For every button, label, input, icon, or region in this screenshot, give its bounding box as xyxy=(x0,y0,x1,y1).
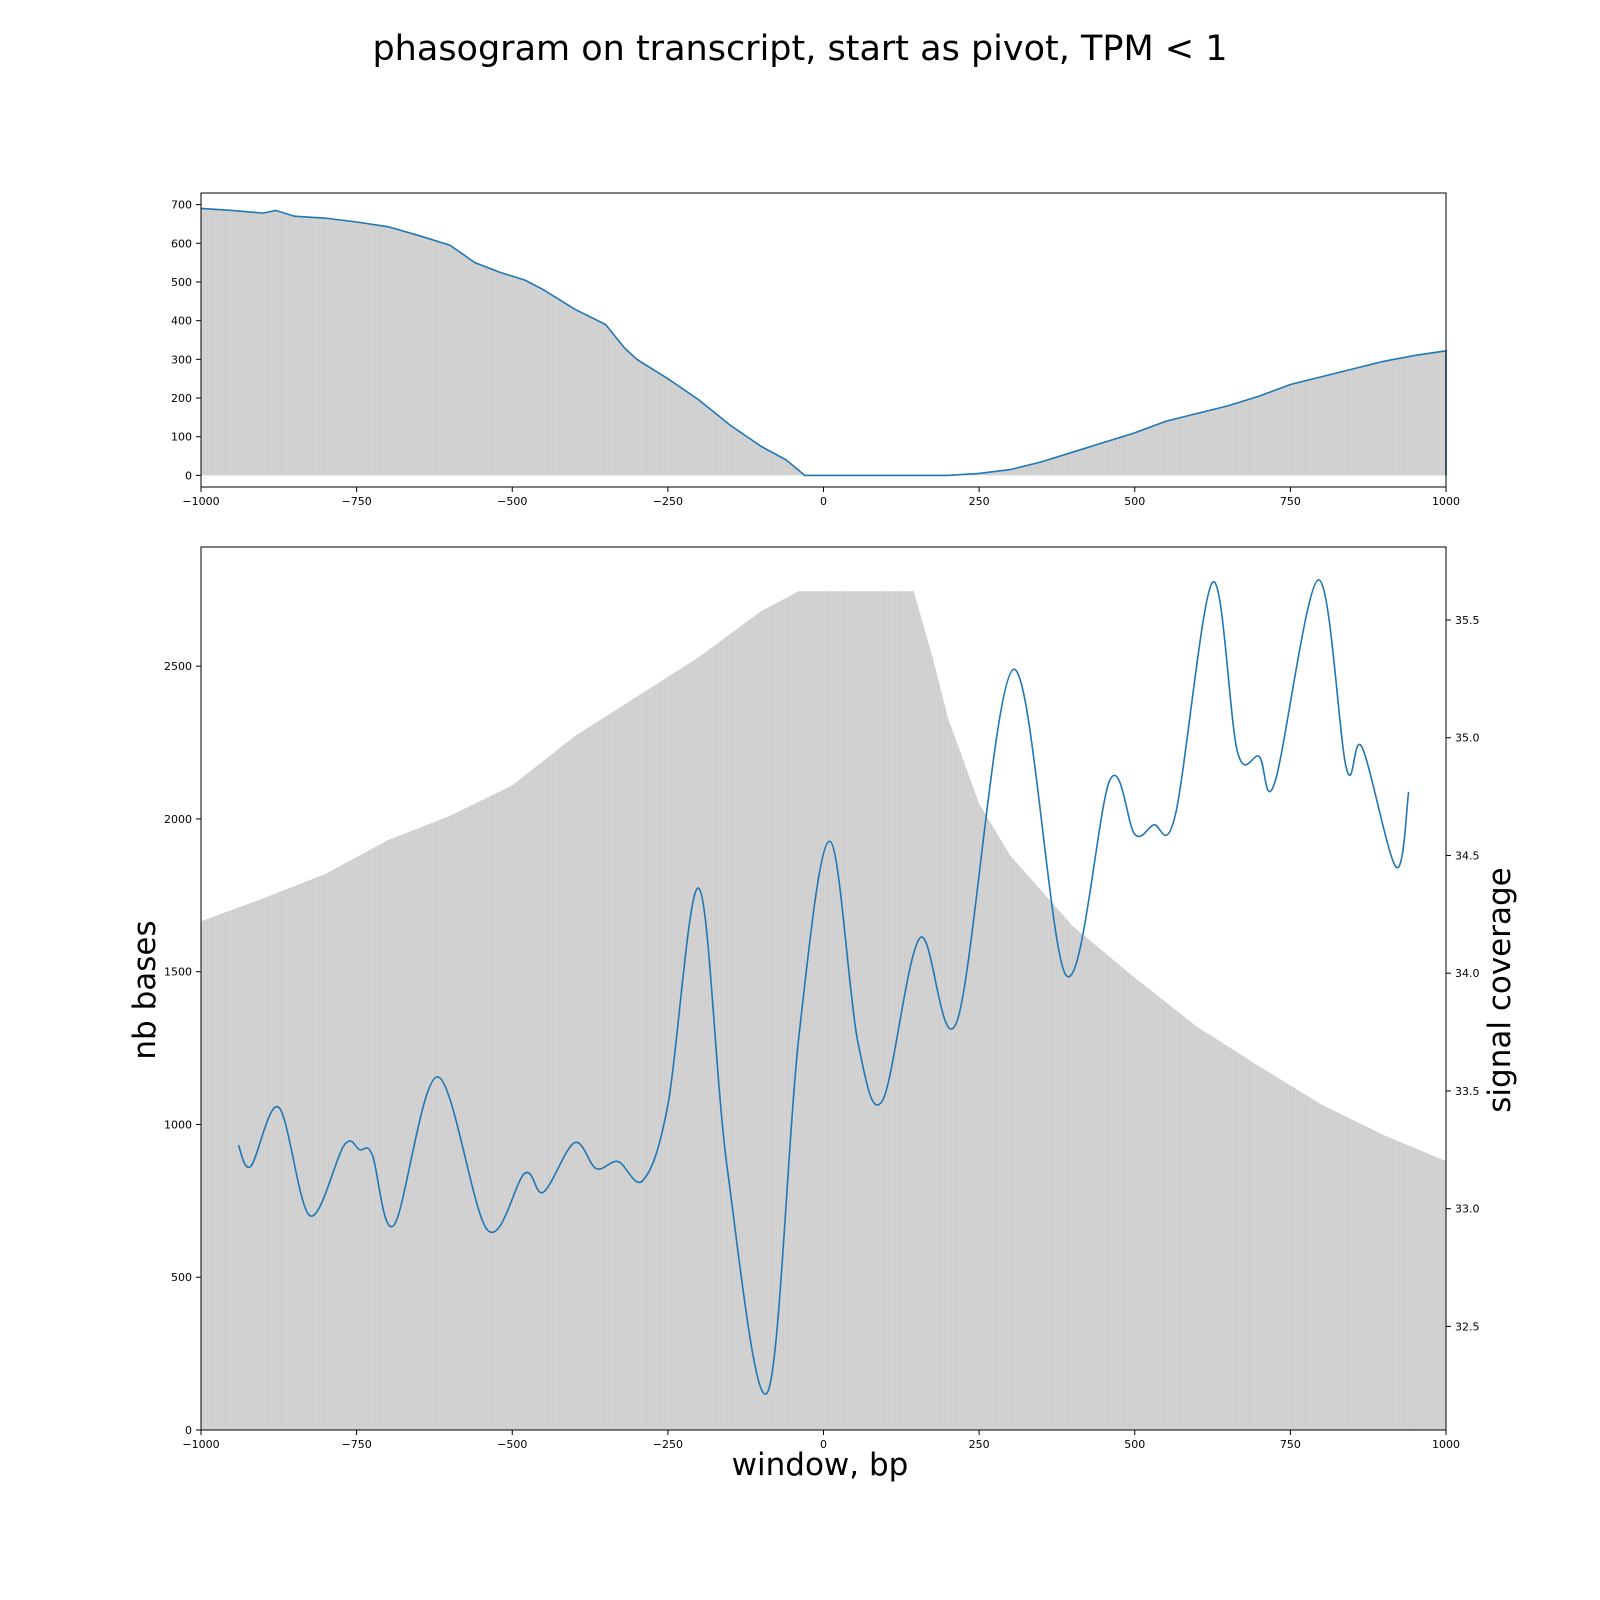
top-x-tick-label: −250 xyxy=(653,495,683,508)
bottom-x-tick-label: −250 xyxy=(653,1438,683,1451)
top-y-tick-label: 400 xyxy=(171,315,192,328)
bottom-x-tick-label: 750 xyxy=(1280,1438,1301,1451)
top-y-tick-label: 700 xyxy=(171,199,192,212)
bottom-y2-tick-label: 34.0 xyxy=(1455,967,1480,980)
top-x-tick-label: 0 xyxy=(820,495,827,508)
bottom-x-tick-label: −1000 xyxy=(182,1438,219,1451)
bottom-x-tick-label: 1000 xyxy=(1432,1438,1460,1451)
top-coverage-panel: −1000 −750 −500 −250 0 250 500 750 1000 0 100 200 30… xyxy=(171,192,1460,508)
bottom-y-tick-label: 1000 xyxy=(164,1118,192,1131)
bottom-y-tick-label: 2500 xyxy=(164,660,192,673)
bottom-x-tick-label: −750 xyxy=(342,1438,372,1451)
bottom-y-tick-label: 1500 xyxy=(164,966,192,979)
bottom-x-tick-label: −500 xyxy=(497,1438,527,1451)
bottom-bar-texture xyxy=(200,591,1447,1430)
bottom-y2-tick-label: 35.0 xyxy=(1455,732,1480,745)
bottom-x-tick-label: 500 xyxy=(1124,1438,1145,1451)
top-bar-texture xyxy=(200,208,1447,476)
bottom-y2-tick-label: 33.5 xyxy=(1455,1085,1480,1098)
top-y-tick-label: 100 xyxy=(171,431,192,444)
top-x-tick-label: −500 xyxy=(497,495,527,508)
top-y-tick-label: 0 xyxy=(185,469,192,482)
bottom-phasogram-panel: −1000 −750 −500 −250 0 250 500 750 1000 0 500 1000 1… xyxy=(164,546,1480,1451)
y-axis-label: nb bases xyxy=(127,920,163,1059)
y2-axis-label: signal coverage xyxy=(1482,867,1518,1112)
bottom-y2-tick-label: 32.5 xyxy=(1455,1320,1480,1333)
bottom-x-tick-label: 0 xyxy=(820,1438,827,1451)
top-y-tick-label: 500 xyxy=(171,276,192,289)
top-y-tick-label: 200 xyxy=(171,392,192,405)
bottom-y-tick-label: 2000 xyxy=(164,813,192,826)
top-x-tick-label: −1000 xyxy=(182,495,219,508)
bottom-y2-tick-label: 33.0 xyxy=(1455,1203,1480,1216)
top-x-tick-label: −750 xyxy=(342,495,372,508)
signal-coverage-line xyxy=(237,579,1410,1396)
bottom-y2-tick-label: 35.5 xyxy=(1455,614,1480,627)
bottom-y2-tick-label: 34.5 xyxy=(1455,849,1480,862)
figure-title: phasogram on transcript, start as pivot,… xyxy=(372,29,1227,69)
top-x-tick-label: 750 xyxy=(1280,495,1301,508)
top-x-tick-label: 250 xyxy=(969,495,990,508)
top-y-tick-label: 300 xyxy=(171,353,192,366)
x-axis-label: window, bp xyxy=(732,1447,909,1483)
bottom-y-tick-label: 500 xyxy=(171,1271,192,1284)
top-coverage-line xyxy=(200,207,1447,477)
bottom-y-tick-label: 0 xyxy=(185,1424,192,1437)
top-x-tick-label: 1000 xyxy=(1432,495,1460,508)
bottom-x-tick-label: 250 xyxy=(969,1438,990,1451)
top-y-tick-label: 600 xyxy=(171,237,192,250)
top-x-tick-label: 500 xyxy=(1124,495,1145,508)
